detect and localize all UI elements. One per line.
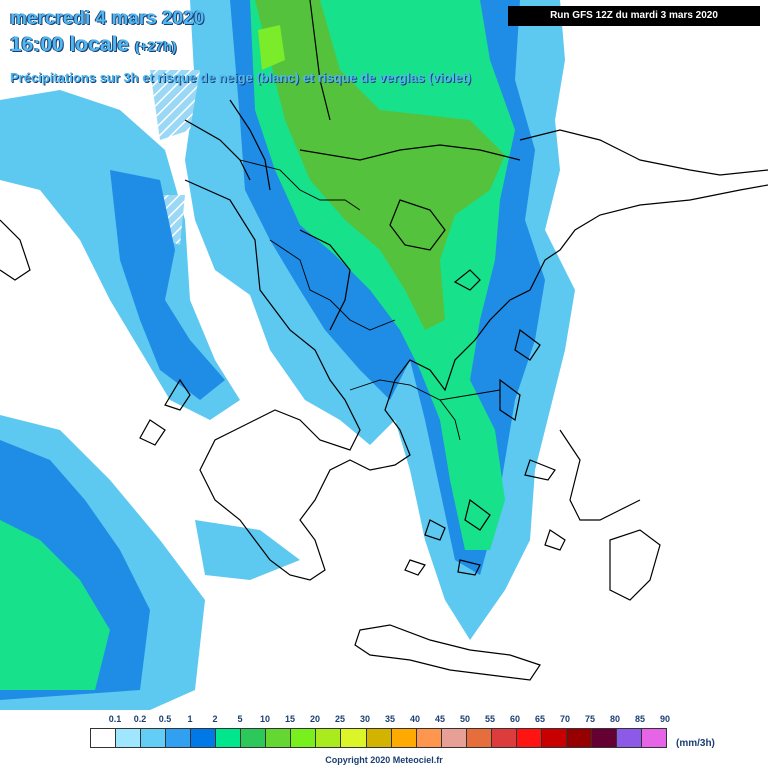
legend-swatch xyxy=(191,729,217,747)
forecast-local-time: 16:00 locale xyxy=(10,33,130,56)
legend-tick-label: 2 xyxy=(212,714,218,724)
precip-core-zones xyxy=(255,0,505,330)
legend-swatch xyxy=(566,729,592,747)
legend-swatch xyxy=(266,729,292,747)
legend-tick-label: 0.2 xyxy=(133,714,147,724)
legend-swatch xyxy=(316,729,342,747)
legend-swatch xyxy=(491,729,517,747)
legend-tick-label: 0.1 xyxy=(108,714,122,724)
legend-swatch xyxy=(366,729,392,747)
legend-tick-label: 50 xyxy=(459,714,471,724)
forecast-time: 16:00 locale (+27h) xyxy=(10,33,177,57)
country-borders xyxy=(239,159,501,441)
legend-unit: (mm/3h) xyxy=(676,738,715,749)
legend-ticks: 0.1 0.2 0.5 1 2 5 10 15 20 25 30 35 40 45 50 55 60 65 70 75… xyxy=(90,714,670,728)
legend-tick-label: 85 xyxy=(634,714,646,724)
legend-swatch xyxy=(91,729,117,747)
legend-swatch xyxy=(416,729,442,747)
legend-swatch xyxy=(116,729,142,747)
legend-swatch xyxy=(141,729,167,747)
legend-tick-label: 70 xyxy=(559,714,571,724)
legend-tick-label: 1 xyxy=(187,714,193,724)
legend-swatch xyxy=(541,729,567,747)
forecast-offset: (+27h) xyxy=(134,38,177,54)
legend-tick-label: 35 xyxy=(384,714,396,724)
coastlines xyxy=(0,0,768,681)
legend-tick-label: 65 xyxy=(534,714,546,724)
legend-swatch xyxy=(516,729,542,747)
legend-swatch xyxy=(642,729,667,747)
precip-legend: 0.1 0.2 0.5 1 2 5 10 15 20 25 30 35 40 45 50 55 60 65 70 75… xyxy=(90,714,670,748)
legend-swatch xyxy=(391,729,417,747)
legend-swatch xyxy=(291,729,317,747)
legend-swatches xyxy=(90,728,667,748)
run-info-box: Run GFS 12Z du mardi 3 mars 2020 xyxy=(508,6,760,26)
legend-swatch xyxy=(466,729,492,747)
legend-tick-label: 5 xyxy=(237,714,243,724)
legend-tick-label: 25 xyxy=(334,714,346,724)
legend-swatch xyxy=(241,729,267,747)
legend-tick-label: 45 xyxy=(434,714,446,724)
legend-swatch xyxy=(216,729,242,747)
legend-tick-label: 60 xyxy=(509,714,521,724)
legend-tick-label: 30 xyxy=(359,714,371,724)
legend-tick-label: 0.5 xyxy=(158,714,172,724)
legend-tick-label: 55 xyxy=(484,714,496,724)
map-subtitle: Précipitations sur 3h et risque de neige… xyxy=(10,70,471,85)
legend-tick-label: 20 xyxy=(309,714,321,724)
forecast-date: mercredi 4 mars 2020 xyxy=(10,8,205,29)
legend-tick-label: 80 xyxy=(609,714,621,724)
legend-swatch xyxy=(591,729,617,747)
legend-tick-label: 40 xyxy=(409,714,421,724)
legend-tick-label: 15 xyxy=(284,714,296,724)
legend-tick-label: 90 xyxy=(659,714,671,724)
legend-tick-label: 10 xyxy=(259,714,271,724)
legend-swatch xyxy=(616,729,643,747)
legend-tick-label: 75 xyxy=(584,714,596,724)
copyright: Copyright 2020 Meteociel.fr xyxy=(325,755,443,765)
legend-swatch xyxy=(441,729,467,747)
legend-swatch xyxy=(166,729,192,747)
legend-swatch xyxy=(341,729,367,747)
